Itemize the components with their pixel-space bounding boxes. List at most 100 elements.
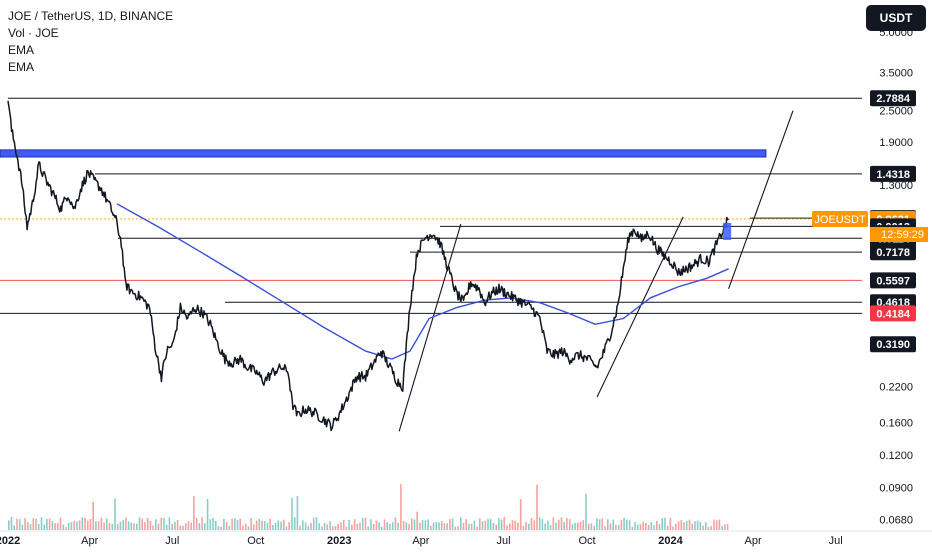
volume-bar — [277, 520, 280, 530]
trendline[interactable] — [728, 110, 794, 289]
volume-bar — [43, 524, 45, 530]
volume-bar — [677, 521, 680, 530]
x-tick-label: Jul — [829, 535, 843, 547]
volume-bar — [664, 517, 666, 530]
price-tag-label: 0.5597 — [876, 275, 910, 287]
volume-bar — [715, 520, 718, 530]
volume-bar — [89, 519, 92, 530]
volume-bar — [293, 517, 296, 530]
currency-button-label: USDT — [879, 11, 913, 25]
indicator-ema-1[interactable]: EMA — [8, 43, 35, 57]
currency-button[interactable]: USDT — [866, 5, 926, 31]
volume-bar — [479, 518, 481, 530]
price-tag-bg — [870, 336, 916, 353]
volume-bar — [48, 518, 51, 530]
volume-bar — [16, 518, 18, 530]
volume-bar — [552, 517, 555, 530]
volume-bar — [348, 520, 350, 530]
volume-bar — [165, 524, 168, 530]
volume-bar — [492, 522, 495, 530]
volume-bar — [394, 517, 397, 530]
volume-bar — [541, 519, 544, 530]
x-tick-label: 2024 — [658, 535, 683, 547]
y-axis: 5.00003.50002.50001.90001.30000.22000.16… — [879, 27, 913, 527]
volume-bar — [416, 511, 418, 530]
volume-bar — [440, 521, 443, 530]
y-tick-label: 0.0680 — [879, 515, 913, 527]
volume-bar — [307, 525, 310, 530]
volume-bar — [255, 520, 258, 530]
volume-bar — [310, 523, 312, 530]
volume-bar — [253, 524, 255, 530]
volume-bar — [155, 519, 157, 530]
volume-bar — [280, 521, 282, 530]
trendline[interactable] — [398, 223, 462, 432]
volume-bar — [375, 520, 378, 530]
volume-bar — [487, 518, 489, 530]
volume-bar — [323, 522, 326, 530]
volume-bar — [650, 522, 653, 530]
volume-bar — [261, 520, 263, 530]
volume-bar — [590, 523, 593, 530]
volume-bar — [217, 526, 220, 530]
volume-bar — [438, 522, 440, 530]
volume-bar — [566, 517, 568, 530]
volume-bar — [500, 519, 503, 530]
volume-bar — [666, 526, 669, 530]
volume-bar — [724, 524, 726, 530]
volume-bar — [65, 526, 67, 530]
volume-bar — [473, 520, 476, 530]
volume-bar — [530, 518, 533, 530]
x-tick-label: Oct — [578, 535, 595, 547]
indicator-volume[interactable]: Vol · JOE — [8, 26, 59, 40]
volume-bar — [70, 522, 73, 530]
volume-bar — [223, 518, 225, 530]
volume-bar — [21, 524, 24, 530]
volume-bar — [318, 523, 320, 530]
price-line — [7, 100, 729, 432]
volume-bar — [239, 518, 241, 530]
volume-bar — [111, 523, 114, 530]
volume-bar — [582, 520, 585, 530]
volume-bar — [702, 525, 704, 530]
x-tick-label: Apr — [745, 535, 762, 547]
volume-bar — [675, 523, 677, 530]
volume-bar — [413, 519, 416, 530]
volume-bar — [193, 496, 195, 530]
volume-bar — [141, 518, 143, 530]
volume-bar — [174, 521, 176, 530]
volume-bar — [190, 522, 192, 530]
volume-bar — [435, 521, 438, 530]
volume-bar — [340, 522, 342, 530]
price-tag-label: 0.7178 — [876, 247, 910, 259]
volume-bar — [225, 521, 228, 530]
x-axis: 2022 Apr Jul Oct 2023 Apr Jul Oct 2024 Apr Jul — [0, 530, 932, 547]
volume-bar — [116, 523, 119, 530]
volume-bar — [519, 499, 522, 530]
trendline[interactable] — [596, 216, 684, 398]
volume-bar — [133, 523, 135, 530]
volume-bar — [198, 523, 201, 530]
volume-bar — [97, 521, 100, 530]
volume-bar — [195, 518, 198, 530]
volume-bar — [598, 519, 601, 530]
volume-bar — [182, 525, 184, 530]
volume-bar — [100, 517, 103, 530]
volume-bar — [587, 523, 590, 530]
y-tick-label: 1.3000 — [879, 180, 913, 192]
y-tick-label: 0.0900 — [879, 483, 913, 495]
volume-bar — [32, 518, 35, 530]
indicator-ema-2[interactable]: EMA — [8, 60, 35, 74]
volume-bar — [76, 521, 78, 530]
volume-bar — [457, 526, 459, 530]
volume-bar — [383, 519, 386, 530]
symbol-title[interactable]: JOE / TetherUS, 1D, BINANCE — [8, 9, 174, 23]
volume-bar — [381, 526, 383, 530]
volume-bar — [108, 522, 111, 530]
volume-bar — [585, 493, 587, 530]
volume-bar — [266, 522, 269, 530]
volume-bar — [163, 518, 165, 530]
volume-bar — [536, 484, 538, 530]
volume-bar — [522, 525, 525, 530]
